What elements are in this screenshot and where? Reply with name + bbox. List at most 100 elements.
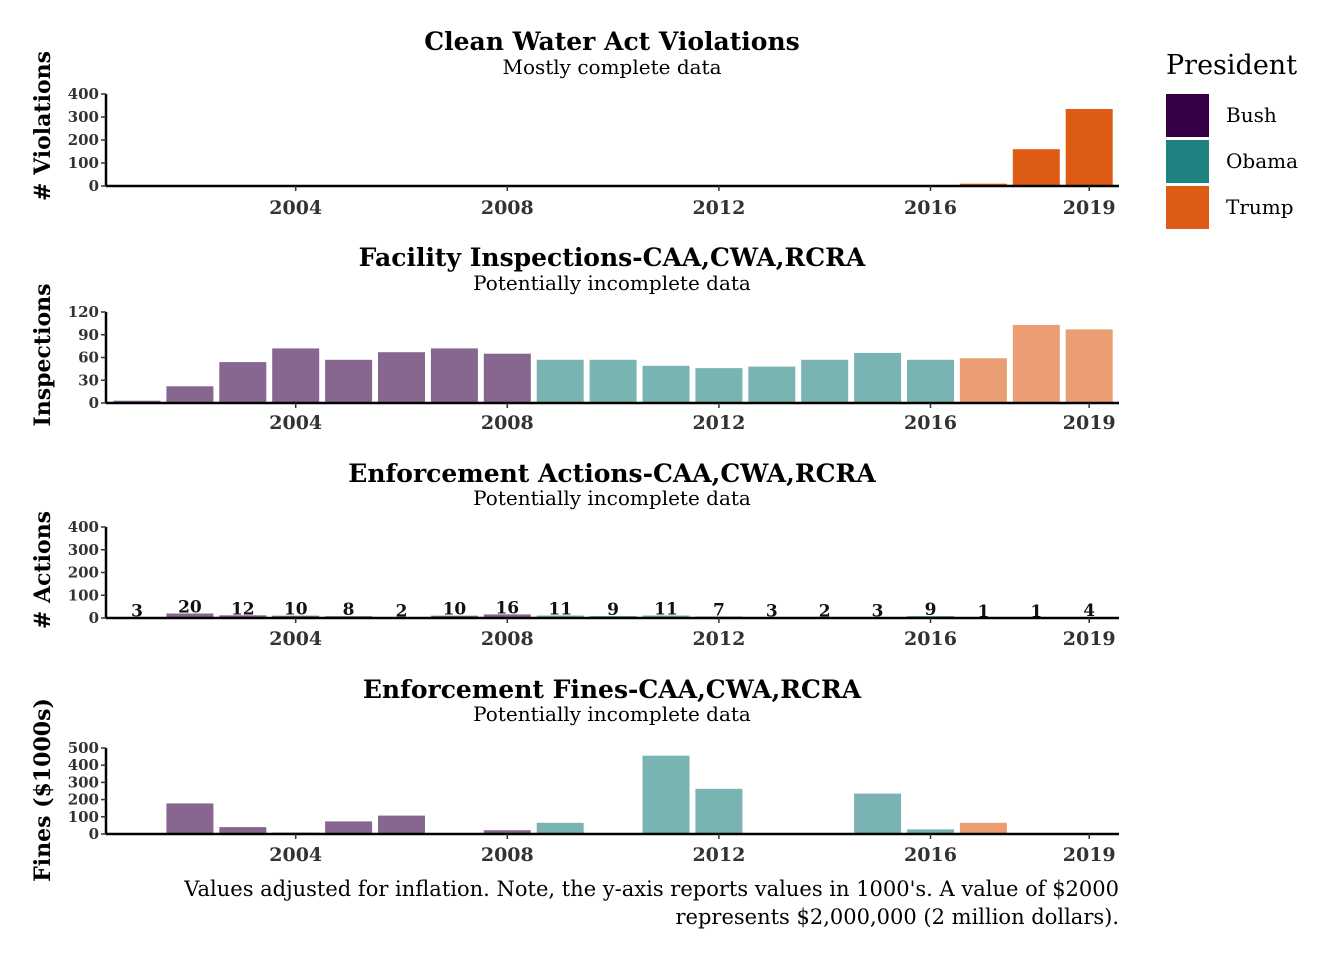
data-label: 2 (396, 602, 408, 622)
panel-subtitle: Potentially incomplete data (473, 486, 751, 510)
x-tick-label: 2012 (692, 844, 745, 866)
bar-2006 (378, 352, 425, 403)
y-tick-label: 0 (89, 177, 99, 195)
panel-subtitle: Mostly complete data (502, 55, 721, 79)
bar-2014 (801, 359, 849, 403)
y-tick-label: 90 (78, 326, 99, 344)
y-tick-label: 0 (89, 825, 99, 843)
data-label: 16 (495, 598, 519, 618)
bar-2010 (589, 359, 637, 403)
y-tick-label: 200 (68, 131, 99, 149)
y-axis-label: # Actions (30, 511, 56, 629)
bar-2002 (166, 386, 214, 403)
bar-2009 (536, 359, 584, 403)
panel-4: Enforcement Fines-CAA,CWA,RCRAPotentiall… (30, 675, 1119, 882)
bar-2004 (272, 348, 320, 403)
bar-2017 (959, 358, 1007, 403)
bar-2018 (1012, 149, 1060, 186)
data-label: 10 (443, 600, 467, 620)
panel-title: Enforcement Actions-CAA,CWA,RCRA (348, 459, 876, 488)
y-tick-label: 300 (68, 541, 99, 559)
panel-title: Enforcement Fines-CAA,CWA,RCRA (363, 675, 862, 704)
data-label: 11 (548, 600, 572, 620)
x-tick-label: 2012 (692, 628, 745, 650)
bar-2005 (325, 821, 373, 834)
y-tick-label: 300 (68, 773, 99, 791)
x-tick-label: 2008 (481, 197, 534, 219)
data-label: 3 (131, 601, 143, 621)
data-label: 8 (343, 600, 355, 620)
legend: President Bush Obama Trump (1166, 50, 1298, 229)
panel-2: Facility Inspections-CAA,CWA,RCRAPotenti… (30, 243, 1119, 434)
data-label: 3 (766, 601, 778, 621)
bar-2007 (430, 348, 478, 403)
legend-label-trump: Trump (1226, 195, 1294, 219)
caption: Values adjusted for inflation. Note, the… (183, 877, 1119, 929)
bar-2002 (166, 613, 214, 618)
caption-line-2: represents $2,000,000 (2 million dollars… (676, 905, 1119, 929)
bar-2015 (854, 793, 902, 834)
bar-2011 (642, 755, 690, 834)
y-tick-label: 60 (78, 349, 99, 367)
bar-2016 (907, 829, 954, 834)
y-tick-label: 200 (68, 564, 99, 582)
bar-2013 (748, 366, 796, 403)
x-tick-label: 2004 (269, 412, 322, 434)
bar-2005 (325, 359, 373, 403)
bar-2017 (959, 822, 1007, 834)
bar-2012 (695, 788, 743, 834)
x-tick-label: 2004 (269, 844, 322, 866)
y-tick-label: 120 (68, 303, 99, 321)
bar-2003 (219, 827, 267, 834)
legend-title: President (1166, 50, 1297, 81)
x-tick-label: 2008 (481, 628, 534, 650)
legend-swatch-bush (1166, 94, 1209, 137)
y-axis-label: Fines ($1000s) (30, 698, 56, 882)
y-tick-label: 500 (68, 739, 99, 757)
bar-2003 (219, 362, 267, 403)
data-label: 7 (713, 600, 725, 620)
bar-2011 (642, 365, 690, 403)
y-tick-label: 300 (68, 108, 99, 126)
legend-label-bush: Bush (1226, 103, 1277, 127)
legend-swatch-trump (1166, 186, 1209, 229)
x-tick-label: 2019 (1063, 844, 1116, 866)
legend-label-obama: Obama (1226, 149, 1298, 173)
bar-2008 (483, 614, 531, 618)
y-tick-label: 400 (68, 518, 99, 536)
data-label: 9 (925, 600, 937, 620)
data-label: 12 (231, 599, 255, 619)
y-tick-label: 0 (89, 394, 99, 412)
y-tick-label: 100 (68, 154, 99, 172)
x-tick-label: 2016 (904, 412, 957, 434)
x-tick-label: 2008 (481, 844, 534, 866)
data-label: 9 (607, 600, 619, 620)
y-tick-label: 400 (68, 756, 99, 774)
x-tick-label: 2008 (481, 412, 534, 434)
panel-title: Facility Inspections-CAA,CWA,RCRA (359, 243, 866, 272)
bar-2006 (378, 815, 425, 834)
data-label: 10 (284, 600, 308, 620)
y-axis-label: Inspections (30, 283, 56, 426)
bar-2012 (695, 368, 743, 403)
bar-2015 (854, 352, 902, 403)
x-tick-label: 2016 (904, 197, 957, 219)
data-label: 20 (178, 598, 202, 618)
data-label: 1 (1030, 602, 1042, 622)
panel-3: Enforcement Actions-CAA,CWA,RCRAPotentia… (30, 459, 1119, 650)
caption-line-1: Values adjusted for inflation. Note, the… (183, 877, 1119, 901)
y-axis-label: # Violations (30, 51, 56, 201)
bar-2008 (483, 830, 531, 834)
data-label: 4 (1083, 601, 1095, 621)
data-label: 3 (872, 601, 884, 621)
data-label: 11 (654, 600, 678, 620)
bar-2019 (1065, 329, 1113, 403)
y-tick-label: 30 (78, 371, 99, 389)
y-tick-label: 0 (89, 609, 99, 627)
x-tick-label: 2012 (692, 197, 745, 219)
panel-title: Clean Water Act Violations (424, 27, 799, 56)
x-tick-label: 2016 (904, 844, 957, 866)
